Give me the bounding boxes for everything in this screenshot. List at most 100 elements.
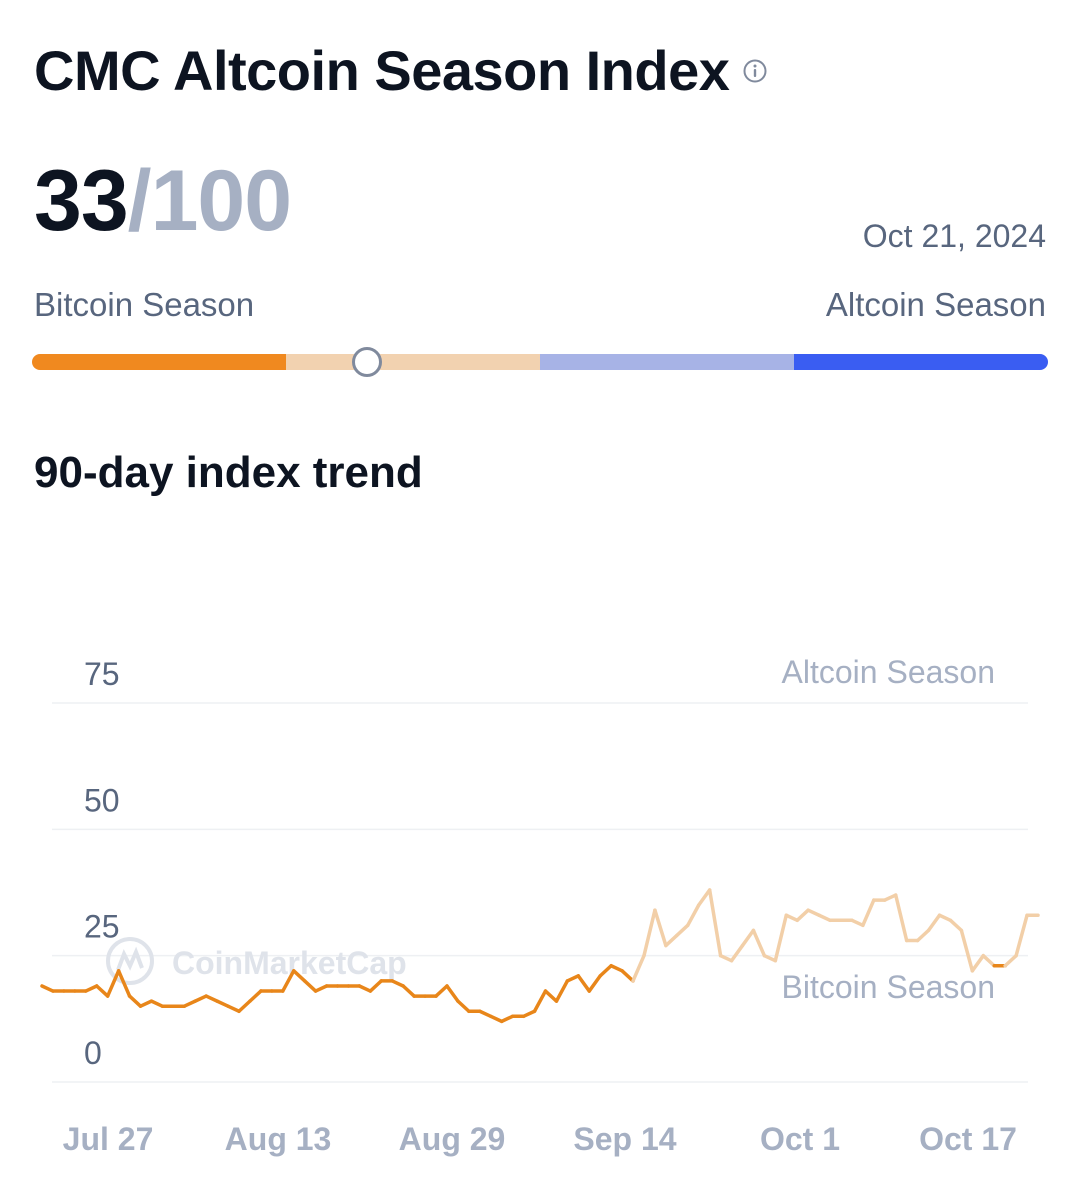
x-tick-4: Oct 1 [760,1121,840,1157]
series-segment-15 [204,994,219,1003]
series-segment-42 [499,1014,515,1024]
series-segment-81 [926,913,942,933]
series-segment-69 [795,908,810,923]
series-segment-49 [576,974,592,993]
series-segment-88 [1003,953,1018,968]
series-segment-0 [40,984,55,993]
index-date: Oct 21, 2024 [862,218,1046,254]
series-segment-50 [587,974,602,993]
series-segment-57 [664,933,679,948]
info-circle-icon[interactable] [743,59,767,83]
series-segment-6 [105,969,121,998]
y-tick-50: 50 [84,782,120,818]
series-segment-86 [981,953,996,968]
index-value: 33 [34,153,129,249]
series-segment-67 [773,913,789,963]
series-segment-85 [970,953,986,973]
series-segment-32 [390,979,405,988]
index-score: 33/100 [34,158,292,244]
series-segment-51 [598,964,613,978]
series-segment-83 [948,918,964,933]
zone-label-altcoin: Altcoin Season [782,654,995,690]
series-segment-62 [718,953,734,963]
series-segment-75 [861,898,876,928]
series-segment-10 [149,999,165,1008]
series-segment-8 [127,994,143,1008]
gauge-segment-neutral-high [540,354,794,370]
index-max: /100 [127,153,292,249]
series-segment-16 [215,999,230,1008]
series-segment-30 [368,979,384,993]
series-segment-74 [850,918,865,928]
series-segment-18 [237,999,252,1014]
series-segment-56 [653,908,668,948]
gauge-indicator [352,347,383,377]
season-gauge [32,347,1048,377]
x-tick-1: Aug 13 [225,1121,332,1157]
series-segment-52 [609,964,624,973]
series-segment-84 [959,928,975,973]
series-segment-36 [434,984,449,998]
series-segment-89 [1014,913,1029,958]
series-segment-40 [478,1009,493,1019]
trend-title: 90-day index trend [34,448,423,497]
series-segment-47 [554,979,570,1003]
zone-label-bitcoin: Bitcoin Season [782,969,995,1005]
series-segment-25 [313,984,329,993]
series-segment-78 [893,893,909,943]
series-segment-71 [817,913,832,923]
series-segment-29 [357,984,373,993]
series-segment-77 [883,893,898,902]
trend-chart: 0 25 50 75 CoinMarketCap Altcoin Season Bitcoi… [40,654,1040,1157]
series-segment-58 [675,923,690,938]
series-segment-59 [686,903,701,928]
coinmarketcap-logo [106,937,154,985]
series-segment-5 [94,984,110,998]
series-segment-24 [302,979,318,993]
page-title-text: CMC Altcoin Season Index [34,39,730,102]
series-segment-66 [762,953,778,963]
series-segment-44 [521,1009,537,1019]
series-segment-48 [565,974,581,983]
y-tick-75: 75 [84,656,120,692]
x-tick-5: Oct 17 [919,1121,1017,1157]
series-segment-7 [116,969,132,998]
series-segment-37 [445,984,460,1003]
series-segment-63 [729,943,745,963]
gauge-label-altcoin: Altcoin Season [825,286,1046,323]
series-segment-65 [751,928,767,958]
gauge-segment-altcoin [794,354,1048,370]
gauge-segment-bitcoin [32,354,286,370]
x-tick-2: Aug 29 [399,1121,506,1157]
x-tick-3: Sep 14 [573,1121,676,1157]
series-segment-55 [642,908,657,958]
series-segment-14 [193,994,208,1003]
series-segment-70 [806,908,821,917]
y-tick-25: 25 [84,909,120,945]
series-segment-17 [226,1004,241,1014]
series-segment-68 [784,913,799,923]
series-segment-38 [456,999,471,1014]
series-segment-61 [707,888,723,958]
gauge-segment-neutral-low [286,354,540,370]
series-segment-60 [696,888,712,907]
series-segment-54 [631,953,646,983]
watermark-text: CoinMarketCap [172,945,407,981]
series-segment-64 [740,928,756,948]
y-tick-0: 0 [84,1035,102,1071]
page-title: CMC Altcoin Season Index [34,38,767,103]
series-segment-4 [84,984,99,993]
series-segment-13 [182,999,197,1008]
series-segment-53 [620,969,635,983]
series-segment-22 [281,969,296,993]
series-segment-80 [915,928,931,943]
series-segment-45 [532,989,548,1014]
gauge-label-bitcoin: Bitcoin Season [34,286,255,323]
x-tick-0: Jul 27 [63,1121,154,1157]
series-segment-23 [291,969,307,983]
series-segment-19 [248,989,263,1003]
series-segment-33 [401,984,416,998]
series-segment-82 [937,913,953,923]
series-segment-41 [488,1014,504,1024]
series-segment-9 [138,999,154,1008]
